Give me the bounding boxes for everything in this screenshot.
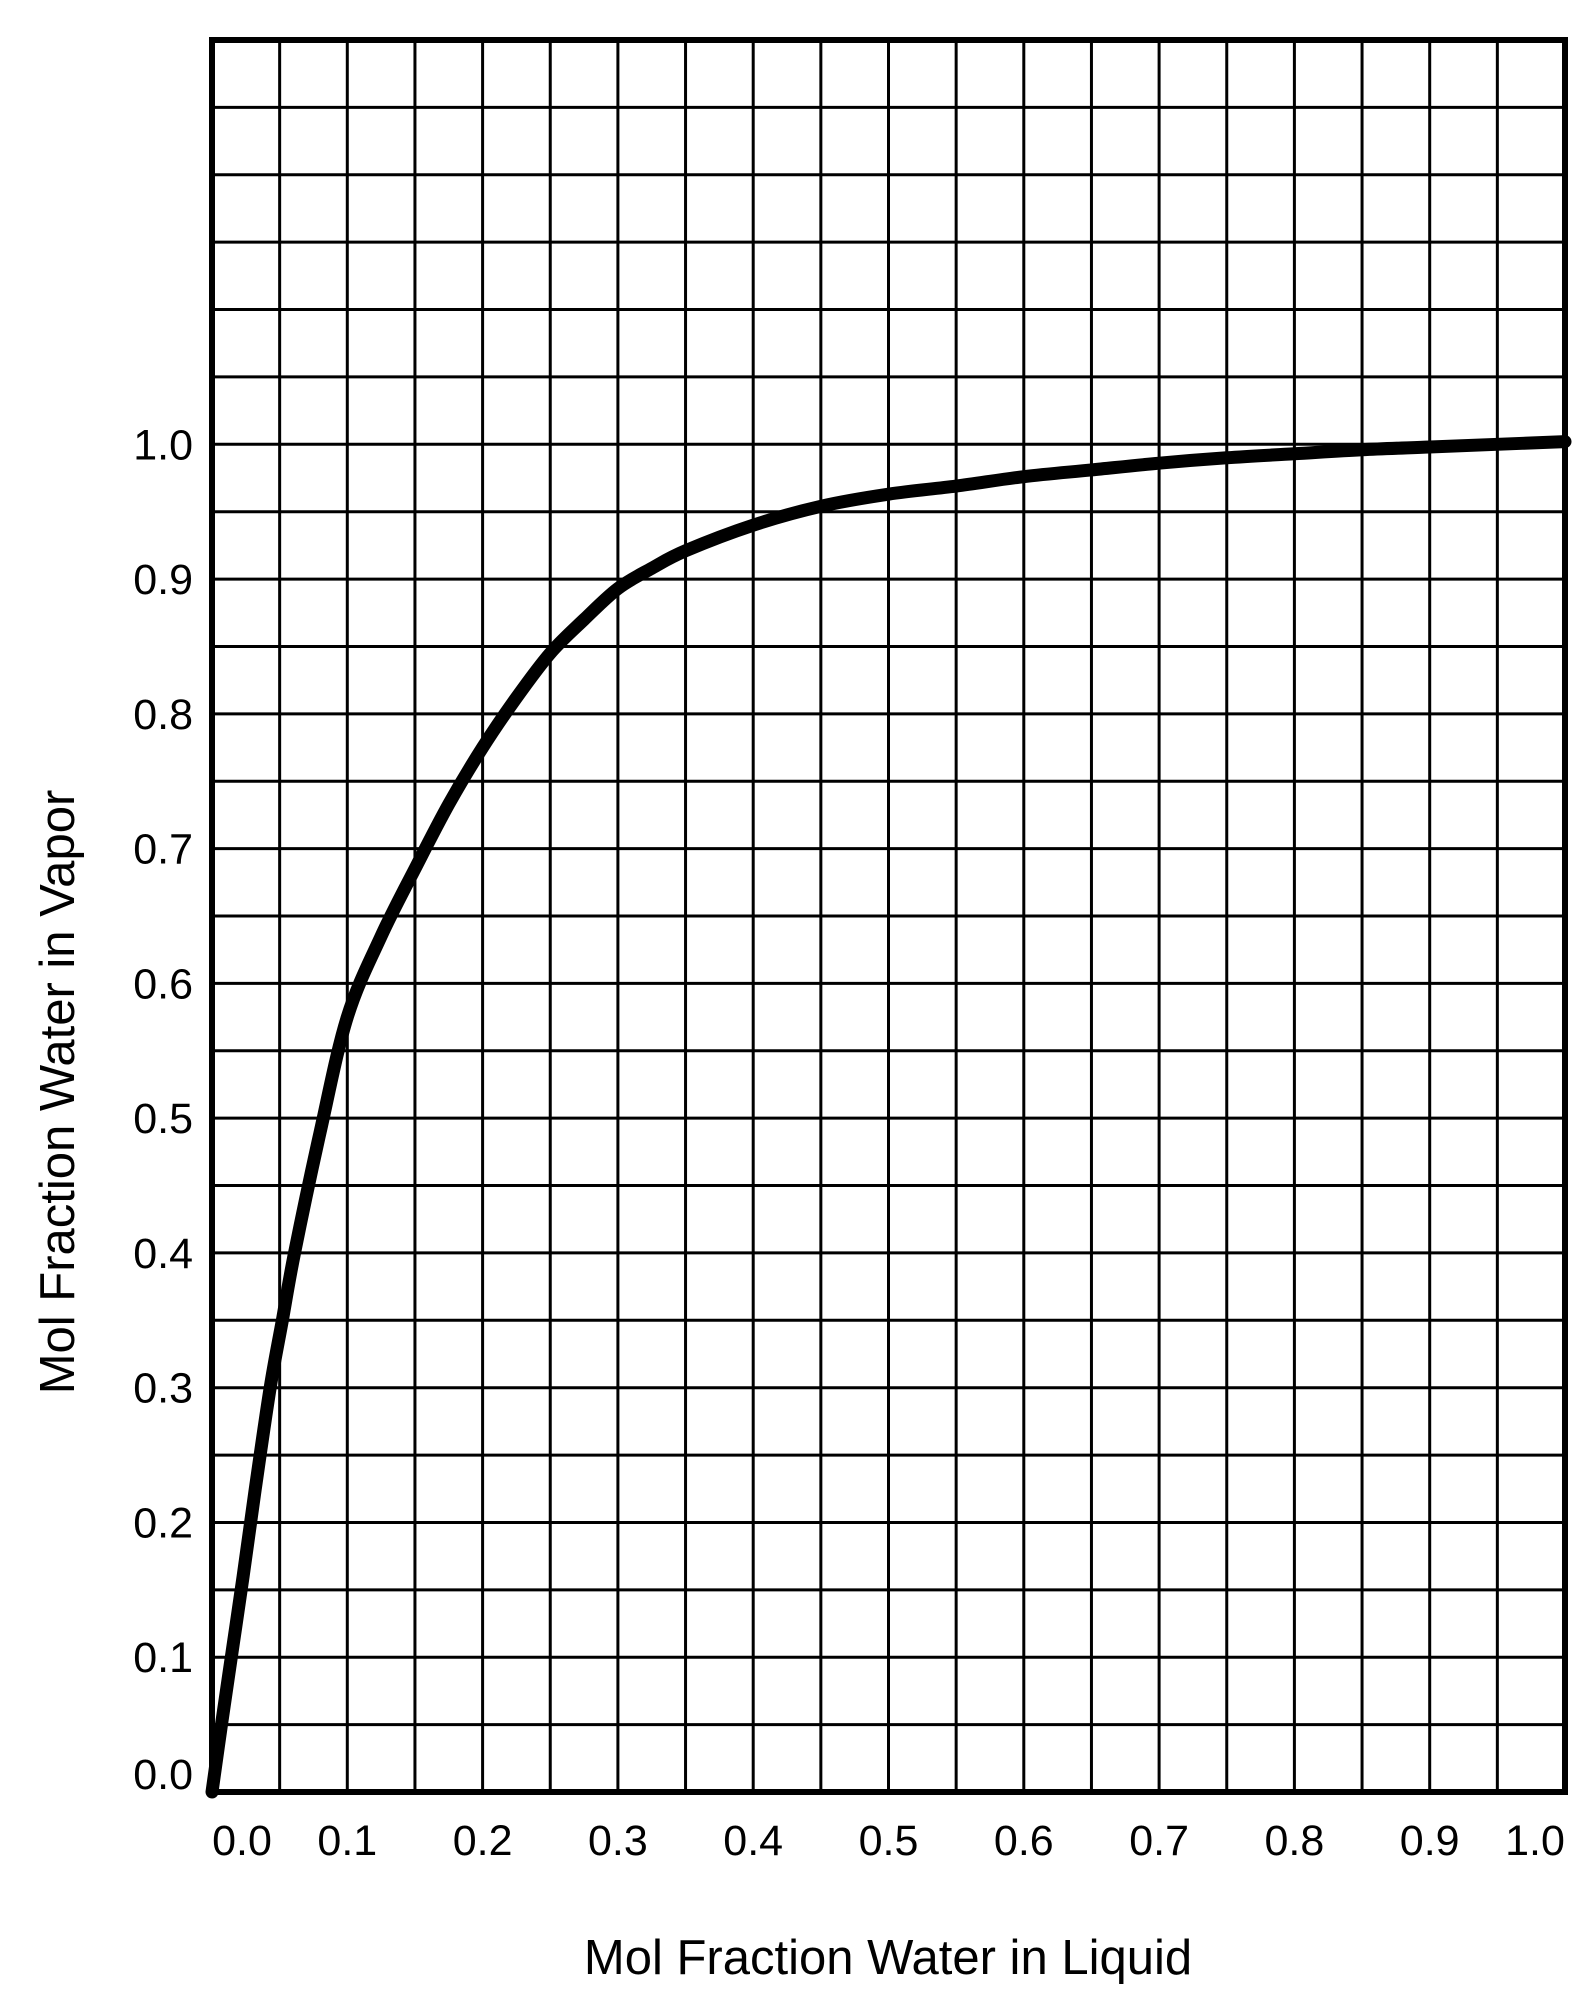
x-tick-label: 0.6	[994, 1817, 1054, 1865]
y-tick-label: 0.6	[133, 960, 193, 1008]
x-tick-label: 0.3	[588, 1817, 648, 1865]
x-tick-label: 1.0	[1505, 1817, 1565, 1865]
x-axis-title: Mol Fraction Water in Liquid	[583, 1931, 1193, 1985]
plot-border	[209, 37, 1568, 1795]
x-tick-label: 0.0	[212, 1817, 272, 1865]
x-tick-label: 0.7	[1129, 1817, 1189, 1865]
x-tick-label: 0.9	[1400, 1817, 1460, 1865]
y-tick-label: 0.0	[133, 1751, 193, 1799]
x-tick-label: 0.4	[723, 1817, 783, 1865]
y-tick-label: 0.3	[133, 1365, 193, 1413]
y-tick-label: 0.7	[133, 826, 193, 874]
x-tick-label: 0.1	[317, 1817, 377, 1865]
grid-lines	[212, 40, 1565, 1792]
x-tick-label: 0.2	[453, 1817, 513, 1865]
y-tick-label: 0.9	[133, 556, 193, 604]
y-tick-label: 0.8	[133, 691, 193, 739]
y-tick-label: 0.4	[133, 1230, 193, 1278]
y-tick-label: 1.0	[133, 421, 193, 469]
x-tick-label: 0.5	[859, 1817, 919, 1865]
equilibrium-curve	[205, 435, 1572, 1799]
y-tick-label: 0.2	[133, 1499, 193, 1547]
y-tick-label: 0.5	[133, 1095, 193, 1143]
y-axis-title: Mol Fraction Water in Vapor	[31, 789, 85, 1395]
x-tick-label: 0.8	[1265, 1817, 1325, 1865]
y-tick-label: 0.1	[133, 1634, 193, 1682]
